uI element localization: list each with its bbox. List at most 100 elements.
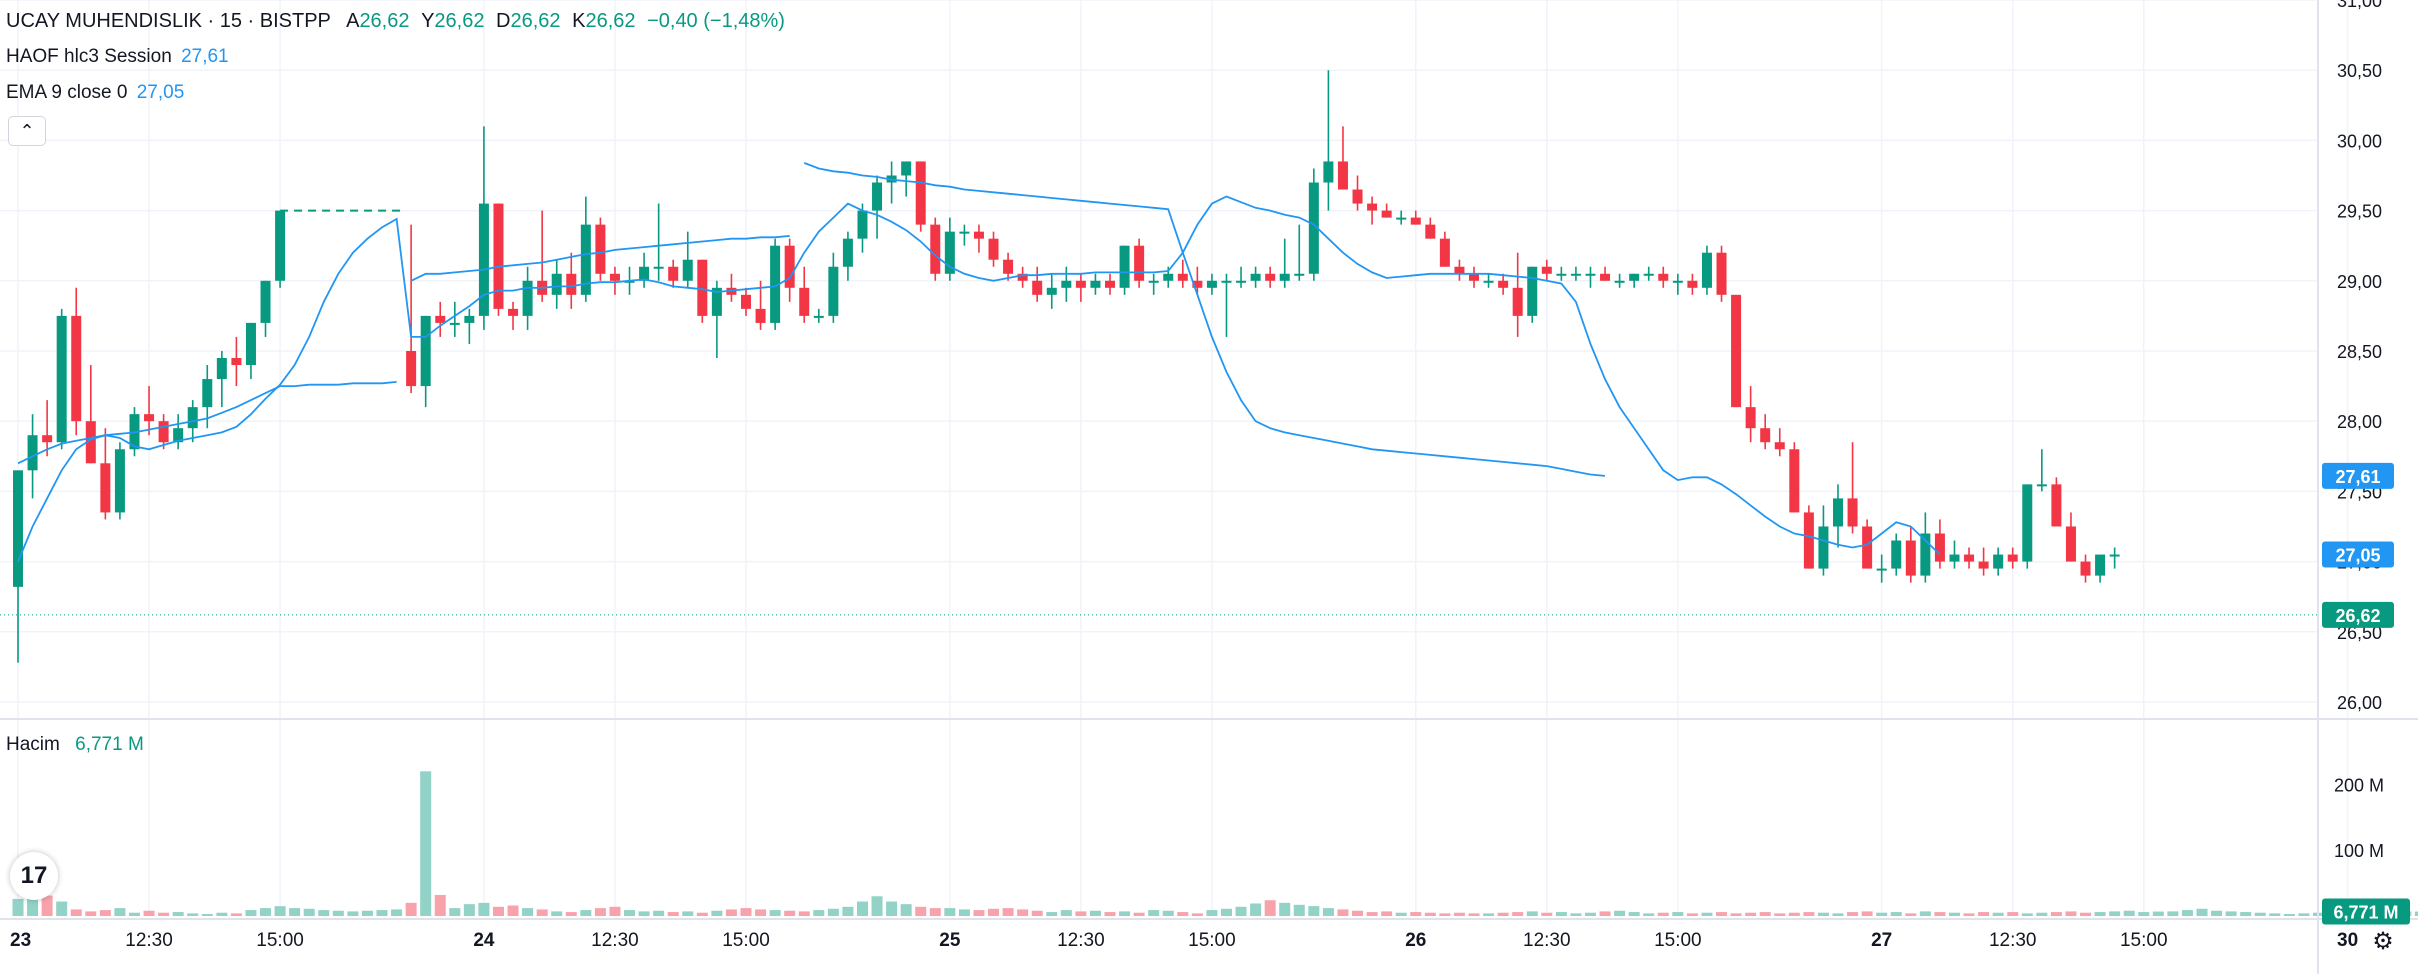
volume-tick-label: 100 M — [2334, 841, 2384, 861]
time-tick-label: 12:30 — [1057, 930, 1105, 951]
volume-bar — [915, 907, 926, 916]
price-tick-label: 26,00 — [2337, 693, 2382, 713]
candle-body — [1877, 569, 1887, 571]
candle-body — [1294, 274, 1304, 276]
volume-bar — [624, 910, 635, 916]
candle-body — [1440, 239, 1450, 267]
candle-body — [1717, 253, 1727, 295]
candle-body — [1484, 281, 1494, 283]
candle-body — [1498, 281, 1508, 288]
volume-bar — [114, 908, 125, 916]
candle-body — [1425, 225, 1435, 239]
symbol-name[interactable]: UCAY MUHENDISLIK · 15 · BISTPP — [6, 10, 331, 32]
close-label: K — [572, 10, 585, 32]
candle-body — [1469, 274, 1479, 281]
candle-body — [1600, 274, 1610, 281]
volume-bar — [1818, 913, 1829, 916]
volume-legend[interactable]: Hacim 6,771 M — [6, 732, 144, 758]
open-label: A — [346, 10, 359, 32]
volume-bar — [1061, 910, 1072, 916]
volume-label: Hacim — [6, 734, 60, 755]
change-value: −0,40 (−1,48%) — [647, 10, 785, 32]
volume-bar — [85, 911, 96, 916]
time-tick-label: 12:30 — [1523, 930, 1571, 951]
candle-body — [1746, 407, 1756, 428]
candle-body — [1076, 281, 1086, 288]
candle-body — [406, 351, 416, 386]
volume-bar — [1308, 906, 1319, 916]
volume-bar — [2182, 910, 2193, 916]
volume-bar — [1920, 911, 1931, 916]
ema-value: 27,05 — [137, 82, 185, 103]
gear-icon[interactable]: ⚙ — [2366, 924, 2400, 958]
candle-body — [1818, 526, 1828, 568]
haof-legend[interactable]: HAOF hlc3 Session 27,61 — [6, 44, 229, 70]
volume-bar — [682, 911, 693, 916]
candle-body — [1003, 260, 1013, 274]
candle-body — [42, 435, 52, 442]
candle-body — [202, 379, 212, 407]
volume-bar — [1367, 912, 1378, 916]
volume-bar — [857, 902, 868, 916]
candle-body — [1615, 281, 1625, 283]
candle-body — [1731, 295, 1741, 407]
candle-body — [814, 316, 824, 318]
volume-bar — [129, 913, 140, 916]
price-tick-label: 30,00 — [2337, 131, 2382, 151]
time-tick-label: 15:00 — [256, 930, 304, 951]
candle-body — [1251, 274, 1261, 281]
collapse-legend-button[interactable]: ⌃ — [8, 116, 46, 146]
tradingview-logo-icon[interactable]: 17 — [10, 852, 58, 900]
candle-body — [1629, 274, 1639, 281]
volume-bar — [1803, 912, 1814, 916]
volume-bar — [741, 908, 752, 916]
volume-bar — [1993, 913, 2004, 916]
volume-bar — [2269, 913, 2280, 916]
volume-bar — [1192, 913, 1203, 916]
candle-body — [828, 267, 838, 316]
candle-body — [1964, 555, 1974, 562]
volume-bar — [1556, 912, 1567, 916]
time-tick-label: 15:00 — [722, 930, 770, 951]
volume-bar — [2109, 911, 2120, 916]
volume-bar — [158, 913, 169, 916]
volume-bar — [1265, 900, 1276, 916]
candle-body — [57, 316, 67, 442]
volume-bar — [289, 908, 300, 916]
candle-body — [217, 358, 227, 379]
candle-body — [1702, 253, 1712, 288]
candle-body — [1367, 204, 1377, 211]
volume-bar — [973, 910, 984, 916]
volume-bar — [1119, 911, 1130, 916]
volume-bar — [784, 911, 795, 916]
low-value: 26,62 — [510, 10, 560, 32]
volume-bar — [2197, 909, 2208, 916]
volume-bar — [493, 907, 504, 916]
candle-body — [231, 358, 241, 365]
price-label-text: 27,05 — [2335, 546, 2380, 566]
volume-bar — [420, 771, 431, 916]
volume-bar — [1629, 912, 1640, 916]
candle-body — [799, 288, 809, 316]
candle-body — [2095, 555, 2105, 576]
open-value: 26,62 — [359, 10, 409, 32]
candle-body — [843, 239, 853, 267]
grid — [0, 0, 2348, 916]
volume-bar — [144, 911, 155, 916]
candle-body — [1047, 288, 1057, 295]
candle-body — [1891, 541, 1901, 569]
candle-body — [275, 211, 285, 281]
volume-bar — [770, 910, 781, 916]
volume-bar — [1294, 905, 1305, 916]
candle-body — [1513, 288, 1523, 316]
candle-body — [1789, 449, 1799, 512]
time-tick-label: 15:00 — [1188, 930, 1236, 951]
candle-body — [1556, 274, 1566, 276]
ema-legend[interactable]: EMA 9 close 0 27,05 — [6, 80, 184, 106]
volume-bar — [464, 904, 475, 916]
volume-bar — [1964, 913, 1975, 916]
volume-bar — [1177, 912, 1188, 916]
high-label: Y — [421, 10, 434, 32]
